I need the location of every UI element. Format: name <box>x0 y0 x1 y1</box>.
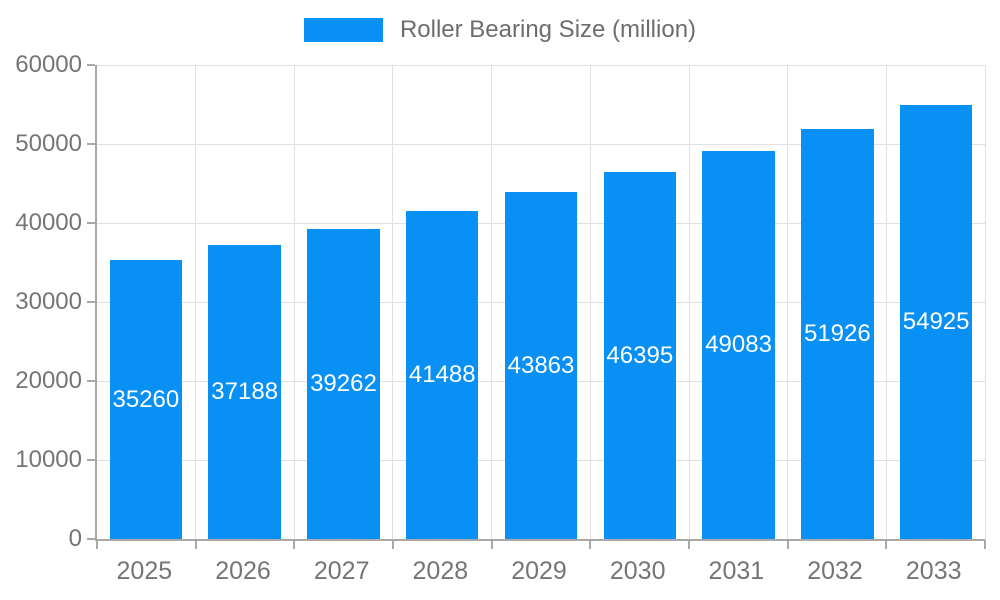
x-axis-tick <box>984 541 986 549</box>
bar-value-label: 49083 <box>705 331 772 359</box>
y-gridline <box>97 144 985 145</box>
y-axis-tick <box>87 143 95 145</box>
bar-value-label: 54925 <box>902 308 970 336</box>
legend-label: Roller Bearing Size (million) <box>399 16 697 43</box>
y-axis-tick <box>87 64 95 66</box>
x-tick-label: 2027 <box>313 557 370 585</box>
legend-swatch <box>303 18 383 43</box>
x-tick-label: 2030 <box>609 557 666 585</box>
y-tick-label: 50000 <box>15 130 82 157</box>
bar-value-label: 41488 <box>408 361 476 389</box>
bar[interactable]: 46395 <box>603 172 676 539</box>
y-tick-label: 60000 <box>15 51 82 78</box>
y-tick-label: 40000 <box>15 209 82 237</box>
y-axis-tick <box>87 380 95 383</box>
y-axis-tick <box>87 538 95 540</box>
y-axis-labels: 0 10000 20000 30000 40000 50000 60000 <box>0 51 82 552</box>
x-axis-tick <box>391 541 394 549</box>
x-tick-label: 2033 <box>905 557 962 585</box>
x-tick-label: 2028 <box>412 557 469 585</box>
y-tick-label: 10000 <box>15 446 82 474</box>
bar-value-label: 51926 <box>803 319 871 347</box>
category-column: 46395 <box>591 65 690 539</box>
y-tick-label: 20000 <box>15 367 82 395</box>
bar-value-label: 46395 <box>606 341 674 369</box>
x-axis-tick <box>96 541 98 549</box>
x-axis-tick <box>194 541 197 549</box>
bar[interactable]: 54925 <box>899 105 973 539</box>
legend[interactable]: Roller Bearing Size (million) <box>0 16 1000 45</box>
x-axis-tick <box>490 541 493 549</box>
bar[interactable]: 49083 <box>702 151 775 539</box>
x-axis-tick <box>786 541 789 549</box>
bar[interactable]: 39262 <box>307 228 380 539</box>
x-tick-label: 2031 <box>708 557 765 585</box>
x-tick-label: 2032 <box>807 557 863 585</box>
category-column: 49083 <box>690 65 789 539</box>
category-column: 39262 <box>295 65 394 539</box>
x-tick-label: 2029 <box>511 557 567 585</box>
y-axis-tick <box>87 301 95 303</box>
bar-value-label: 43863 <box>507 351 575 379</box>
x-axis-tick <box>687 541 690 549</box>
y-axis-tick <box>87 459 95 462</box>
x-tick-label: 2026 <box>215 557 271 585</box>
plot-area: 35260 37188 39262 41488 43863 46395 49083 51926… <box>87 64 986 549</box>
y-tick-label: 30000 <box>15 288 82 315</box>
bar-value-label: 37188 <box>211 378 279 406</box>
y-gridline <box>97 65 985 66</box>
bar-value-label: 35260 <box>112 385 180 413</box>
x-axis-tick <box>589 541 592 549</box>
category-column: 43863 <box>492 65 591 539</box>
bar[interactable]: 35260 <box>109 260 183 539</box>
y-axis-tick <box>87 222 95 225</box>
bar[interactable]: 41488 <box>406 211 479 539</box>
bar[interactable]: 37188 <box>208 245 281 539</box>
x-tick-label: 2025 <box>116 557 173 585</box>
category-column: 35260 <box>97 65 196 539</box>
bar[interactable]: 51926 <box>801 128 874 539</box>
category-column: 51926 <box>788 65 888 539</box>
category-column: 54925 <box>887 65 985 539</box>
x-axis-tick <box>885 541 888 549</box>
y-tick-label: 0 <box>68 525 82 552</box>
category-column: 37188 <box>196 65 295 539</box>
x-axis-tick <box>293 541 296 549</box>
x-axis-labels: 2025 2026 2027 2028 2029 2030 2031 2032 2033 <box>95 551 983 586</box>
bar-value-label: 39262 <box>310 369 377 397</box>
category-column: 41488 <box>393 65 493 539</box>
bar[interactable]: 43863 <box>504 192 578 539</box>
bar-columns: 35260 37188 39262 41488 43863 46395 49083 51926… <box>97 65 985 539</box>
